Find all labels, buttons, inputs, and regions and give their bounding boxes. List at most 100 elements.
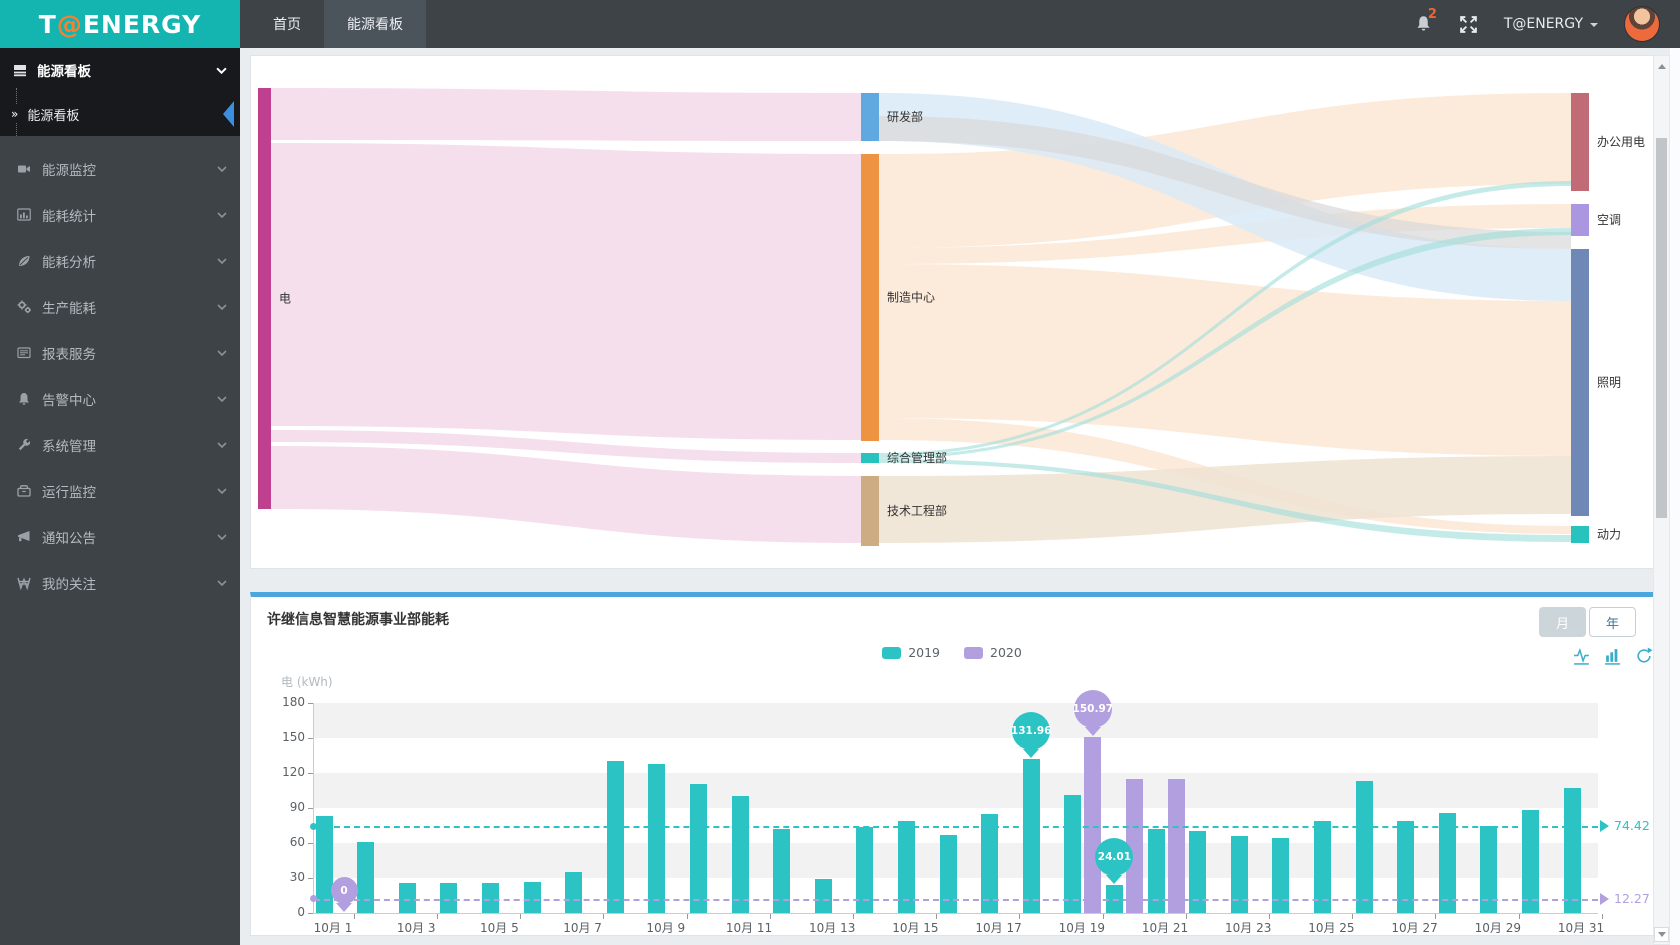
bar-2019-day23[interactable] xyxy=(1230,836,1248,913)
legend-swatch xyxy=(882,646,902,659)
sankey-link-电-综合管理部[interactable] xyxy=(271,430,861,463)
bar-chart-plot-area[interactable]: 74.42 12.27 131.96 150.97 24.01 0 xyxy=(310,689,1650,914)
sidebar-item-1[interactable]: 能耗统计 xyxy=(0,192,240,238)
bar-2019-day17[interactable] xyxy=(981,813,999,913)
bar-2019-day14[interactable] xyxy=(856,826,874,913)
bar-2020-day21[interactable] xyxy=(1167,779,1185,913)
bar-chart-icon[interactable] xyxy=(1604,647,1622,665)
sankey-link-电-研发部[interactable] xyxy=(271,88,861,141)
sankey-link-研发部-空调[interactable] xyxy=(879,116,1571,249)
bar-2019-day18[interactable] xyxy=(1022,759,1040,913)
x-axis-label: 10月 3 xyxy=(396,921,436,935)
bar-2019-day26[interactable] xyxy=(1355,781,1373,913)
submenu-marker-icon: » xyxy=(11,105,19,123)
sankey-link-制造中心-空调[interactable] xyxy=(879,204,1571,264)
y-axis-tick-label: 90 xyxy=(289,800,305,814)
legend-item-2019[interactable]: 2019 xyxy=(882,645,940,660)
bar-2019-day2[interactable] xyxy=(357,841,375,913)
refresh-icon[interactable] xyxy=(1635,647,1653,665)
bar-2019-day11[interactable] xyxy=(731,796,749,913)
sankey-link-综合管理部-空调[interactable] xyxy=(879,228,1571,459)
marker-2020-day19[interactable]: 150.97 xyxy=(1073,689,1113,728)
sankey-link-电-制造中心[interactable] xyxy=(271,143,861,440)
vertical-scrollbar[interactable] xyxy=(1653,55,1670,945)
scrollbar-thumb[interactable] xyxy=(1656,138,1667,518)
bar-2020-day19[interactable] xyxy=(1084,736,1102,913)
bar-2019-day31[interactable] xyxy=(1563,788,1581,913)
bar-2019-day27[interactable] xyxy=(1397,820,1415,913)
sidebar-item-energy-board-active[interactable]: » 能源看板 xyxy=(0,92,240,136)
marker-2019-day20[interactable]: 24.01 xyxy=(1095,837,1134,876)
sankey-node-label: 办公用电 xyxy=(1597,134,1645,149)
sidebar-item-5[interactable]: 告警中心 xyxy=(0,376,240,422)
year-toggle-button[interactable]: 年 xyxy=(1589,607,1636,637)
sankey-node-空调[interactable] xyxy=(1571,204,1589,236)
bar-2019-day4[interactable] xyxy=(440,882,458,913)
bar-2019-day6[interactable] xyxy=(523,881,541,913)
sidebar-item-7[interactable]: 运行监控 xyxy=(0,468,240,514)
sankey-node-照明[interactable] xyxy=(1571,249,1589,516)
sidebar-item-2[interactable]: 能耗分析 xyxy=(0,238,240,284)
sidebar-item-6[interactable]: 系统管理 xyxy=(0,422,240,468)
bar-2019-day16[interactable] xyxy=(939,834,957,913)
sidebar-item-3[interactable]: 生产能耗 xyxy=(0,284,240,330)
sidebar-item-9[interactable]: 我的关注 xyxy=(0,560,240,606)
sidebar-group-energy-board[interactable]: 能源看板 xyxy=(0,48,240,92)
scroll-down-arrow-icon[interactable] xyxy=(1654,927,1669,942)
won-icon xyxy=(17,577,31,590)
bar-2019-day29[interactable] xyxy=(1480,825,1498,913)
bar-2019-day8[interactable] xyxy=(606,761,624,913)
sankey-node-技术工程部[interactable] xyxy=(861,476,879,546)
bar-2019-day12[interactable] xyxy=(773,829,791,913)
bar-2019-day7[interactable] xyxy=(565,872,583,913)
sankey-link-制造中心-照明[interactable] xyxy=(879,264,1571,456)
app-logo[interactable]: T@ENERGY xyxy=(0,0,240,48)
marker-2019-day18[interactable]: 131.96 xyxy=(1011,712,1051,751)
marker-2020-day1[interactable]: 0 xyxy=(330,877,358,904)
bar-2019-day30[interactable] xyxy=(1521,810,1539,913)
average-line-dot xyxy=(310,822,317,830)
sidebar-item-4[interactable]: 报表服务 xyxy=(0,330,240,376)
month-toggle-button[interactable]: 月 xyxy=(1539,607,1586,637)
bar-2019-day28[interactable] xyxy=(1438,812,1456,913)
user-menu[interactable]: T@ENERGY xyxy=(1504,16,1598,32)
tab-energy-board[interactable]: 能源看板 xyxy=(324,0,426,48)
bar-2019-day1[interactable] xyxy=(315,816,333,913)
legend-item-2020[interactable]: 2020 xyxy=(964,645,1022,660)
bar-2019-day9[interactable] xyxy=(648,763,666,913)
bar-2019-day25[interactable] xyxy=(1313,820,1331,913)
sankey-node-办公用电[interactable] xyxy=(1571,93,1589,191)
logo-text: T@ENERGY xyxy=(38,9,202,39)
bar-2019-day21[interactable] xyxy=(1147,829,1165,913)
fullscreen-icon[interactable] xyxy=(1459,15,1478,34)
bar-2019-day15[interactable] xyxy=(897,820,915,913)
bar-2019-day13[interactable] xyxy=(814,879,832,913)
tab-home[interactable]: 首页 xyxy=(273,17,301,33)
line-chart-icon[interactable] xyxy=(1573,647,1591,665)
sankey-link-综合管理部-办公用电[interactable] xyxy=(879,181,1571,456)
sankey-node-制造中心[interactable] xyxy=(861,154,879,441)
sankey-node-综合管理部[interactable] xyxy=(861,453,879,463)
x-axis-tick-mark xyxy=(686,914,688,919)
bar-2019-day24[interactable] xyxy=(1272,838,1290,913)
bar-2019-day22[interactable] xyxy=(1189,831,1207,913)
bar-2019-day19[interactable] xyxy=(1064,795,1082,913)
bar-2019-day5[interactable] xyxy=(481,882,499,913)
sankey-link-制造中心-办公用电[interactable] xyxy=(879,93,1571,248)
sankey-node-动力[interactable] xyxy=(1571,526,1589,543)
sankey-link-电-技术工程部[interactable] xyxy=(271,446,861,543)
scroll-up-arrow-icon[interactable] xyxy=(1654,58,1669,73)
sankey-node-研发部[interactable] xyxy=(861,93,879,141)
sankey-link-综合管理部-动力[interactable] xyxy=(879,459,1571,542)
bar-2019-day10[interactable] xyxy=(689,783,707,913)
avatar[interactable] xyxy=(1624,6,1660,42)
sidebar-item-0[interactable]: 能源监控 xyxy=(0,146,240,192)
notifications-button[interactable]: 2 xyxy=(1415,7,1437,34)
sankey-node-电[interactable] xyxy=(258,88,271,509)
sidebar-item-8[interactable]: 通知公告 xyxy=(0,514,240,560)
bar-2019-day3[interactable] xyxy=(398,882,416,913)
bar-2020-day20[interactable] xyxy=(1125,779,1143,913)
chevron-down-icon xyxy=(217,534,227,540)
y-axis-tick-mark xyxy=(308,703,313,704)
